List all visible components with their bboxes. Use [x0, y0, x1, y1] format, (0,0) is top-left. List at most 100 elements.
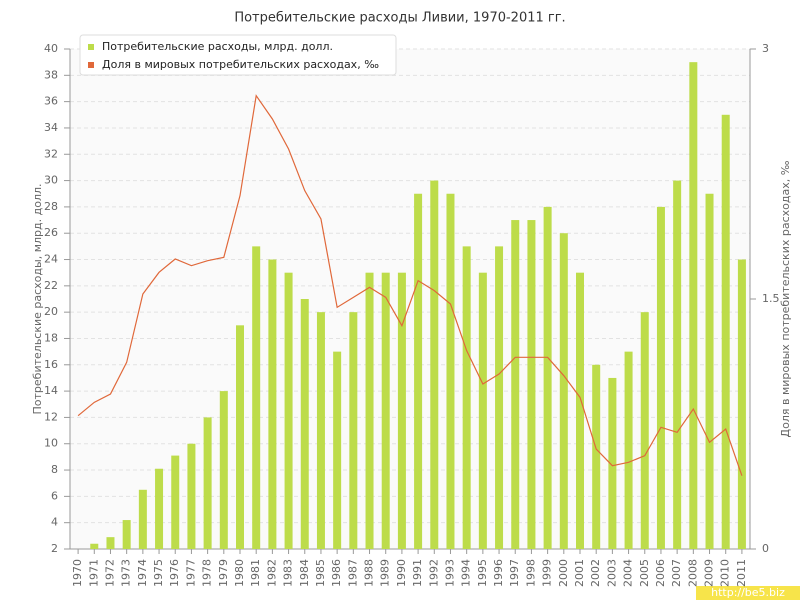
bar — [656, 206, 665, 550]
bar — [316, 312, 325, 549]
bar — [106, 537, 115, 549]
bar — [430, 180, 439, 549]
x-tick-label: 1999 — [541, 559, 554, 587]
bar — [559, 233, 568, 550]
y-tick-label: 40 — [44, 42, 58, 55]
bar — [576, 272, 584, 549]
x-tick-label: 1996 — [492, 559, 505, 587]
y-tick-label: 32 — [44, 147, 58, 160]
y-tick-label: 12 — [44, 410, 58, 423]
legend-box — [79, 34, 397, 76]
bar — [721, 114, 730, 549]
bar — [90, 543, 99, 549]
bar — [187, 443, 196, 549]
bar — [624, 351, 633, 549]
bar — [122, 520, 131, 549]
bar — [349, 312, 358, 549]
x-tick-label: 2004 — [622, 559, 635, 587]
bar — [495, 246, 504, 550]
x-tick-label: 1995 — [476, 559, 489, 587]
bar — [527, 220, 536, 550]
y2-tick-label: 1.5 — [762, 292, 780, 305]
bar — [397, 272, 406, 549]
y-tick-label: 22 — [44, 279, 58, 292]
bar — [138, 489, 147, 549]
x-tick-label: 1984 — [298, 559, 311, 587]
bar — [219, 391, 228, 549]
y-tick-label: 14 — [44, 384, 58, 397]
y-tick-label: 38 — [44, 68, 58, 81]
bar — [252, 246, 261, 550]
watermark-bg — [696, 586, 800, 600]
legend-swatch — [88, 44, 94, 50]
line — [77, 94, 743, 476]
x-tick-label: 1980 — [233, 559, 246, 587]
x-tick-label: 2001 — [573, 559, 586, 587]
y-tick-label: 10 — [44, 437, 58, 450]
bar — [155, 468, 164, 549]
x-tick-label: 1993 — [443, 559, 456, 587]
x-tick-label: 1990 — [395, 559, 408, 587]
legend-swatch — [88, 62, 94, 68]
legend: Потребительские расходы, млрд. долл. Доля… — [79, 34, 397, 76]
x-tick-label: 1991 — [411, 559, 424, 587]
y-tick-label: 4 — [51, 516, 58, 529]
x-tick-label: 2006 — [654, 559, 667, 587]
bar — [414, 193, 423, 549]
chart-title: Потребительские расходы Ливии, 1970-2011… — [234, 11, 565, 26]
x-tick-label: 1994 — [460, 559, 473, 587]
bar — [171, 455, 180, 549]
y-tick-label: 16 — [44, 358, 58, 371]
x-tick-label: 1988 — [363, 559, 376, 587]
y-tick-label: 34 — [44, 121, 58, 134]
x-tick-label: 2002 — [589, 559, 602, 587]
x-tick-label: 1977 — [184, 559, 197, 587]
y2-tick-label: 3 — [762, 42, 769, 55]
x-tick-label: 2010 — [719, 559, 732, 587]
y-tick-label: 2 — [51, 542, 58, 555]
y2-axis-label: Доля в мировых потребительских расходах,… — [779, 160, 792, 437]
x-tick-label: 1983 — [282, 559, 295, 587]
bar — [673, 180, 682, 549]
x-tick-label: 1997 — [508, 559, 521, 587]
x-tick-label: 2000 — [557, 559, 570, 587]
y-tick-label: 36 — [44, 95, 58, 108]
x-tick-label: 2003 — [605, 559, 618, 587]
x-tick-label: 2009 — [703, 559, 716, 587]
bar — [705, 193, 714, 549]
x-tick-label: 1972 — [103, 559, 116, 587]
x-tick-label: 2005 — [638, 559, 651, 587]
legend-label: Доля в мировых потребительских расходах,… — [102, 58, 379, 71]
x-tick-label: 1986 — [330, 559, 343, 587]
bar — [640, 312, 649, 549]
legend-label: Потребительские расходы, млрд. долл. — [102, 40, 333, 53]
x-tick-label: 1998 — [524, 559, 537, 587]
y-axis-label: Потребительские расходы, млрд. долл. — [31, 184, 44, 415]
x-tick-label: 1981 — [249, 559, 262, 587]
x-tick-label: 1970 — [71, 559, 84, 587]
plot-area — [70, 49, 750, 549]
x-tick-label: 2008 — [686, 559, 699, 587]
bar — [203, 417, 212, 549]
x-tick-label: 1975 — [152, 559, 165, 587]
watermark: http://be5.biz — [711, 586, 785, 599]
bar — [381, 272, 390, 549]
y-tick-label: 26 — [44, 226, 58, 239]
bar — [737, 259, 746, 549]
bar — [478, 272, 487, 549]
x-tick-label: 1974 — [136, 559, 149, 587]
bar — [365, 272, 374, 549]
x-tick-label: 1989 — [379, 559, 392, 587]
bar — [608, 377, 617, 549]
bar — [446, 193, 455, 549]
x-tick-label: 1973 — [120, 559, 133, 587]
bar — [333, 351, 342, 549]
x-tick-label: 1985 — [314, 559, 327, 587]
bar — [284, 272, 293, 549]
y-tick-label: 6 — [51, 489, 58, 502]
y-tick-label: 30 — [44, 174, 58, 187]
bar — [268, 259, 277, 549]
bar — [592, 364, 601, 549]
bar — [689, 62, 698, 549]
